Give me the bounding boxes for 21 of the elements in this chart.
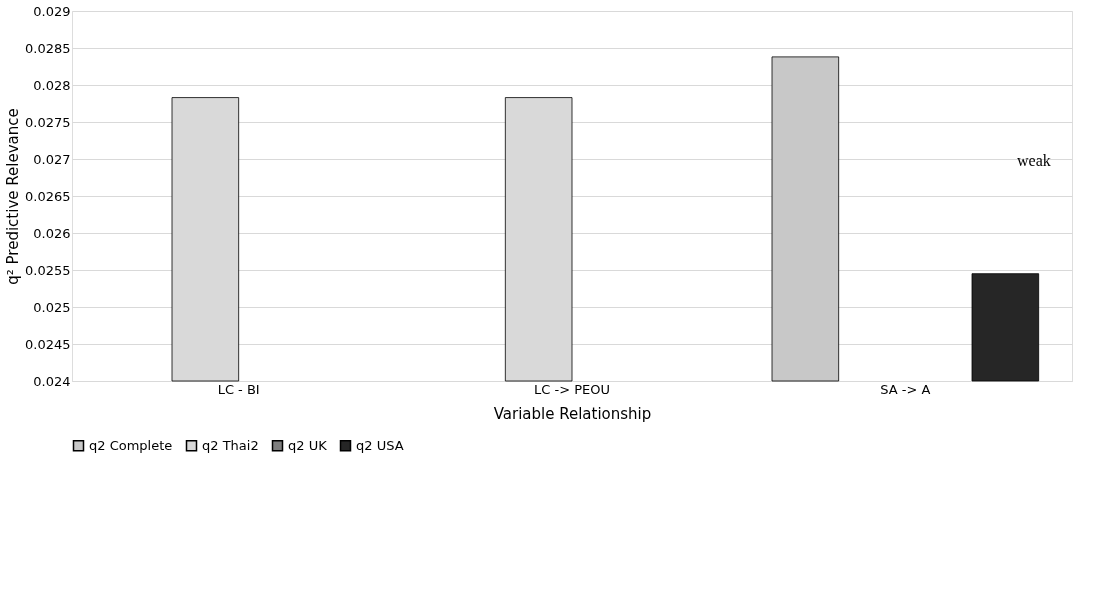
x-tick-label: LC -> PEOU [534, 381, 610, 397]
y-axis-title: q² Predictive Relevance [4, 108, 23, 285]
legend-label: q2 UK [288, 437, 328, 453]
x-tick-label: SA -> A [880, 381, 931, 397]
legend-label: q2 Thai2 [202, 437, 259, 453]
y-tick-label: 0.026 [33, 225, 71, 241]
y-tick-label: 0.028 [33, 77, 71, 93]
y-tick-label: 0.024 [33, 373, 71, 389]
annotation: weak [1017, 152, 1051, 169]
y-tick-label: 0.0255 [25, 262, 71, 278]
x-axis-title: Variable Relationship [493, 404, 652, 423]
y-tick-label: 0.0265 [25, 188, 71, 204]
y-tick-label: 0.0285 [25, 40, 71, 56]
y-tick-label: 0.0245 [25, 336, 71, 352]
legend-label: q2 Complete [89, 437, 173, 453]
legend-label: q2 USA [356, 437, 404, 453]
y-tick-label: 0.029 [33, 3, 71, 19]
y-tick-label: 0.027 [33, 151, 71, 167]
y-tick-label: 0.0275 [25, 114, 71, 130]
y-tick-label: 0.025 [33, 299, 71, 315]
x-tick-label: LC - BI [217, 381, 260, 397]
